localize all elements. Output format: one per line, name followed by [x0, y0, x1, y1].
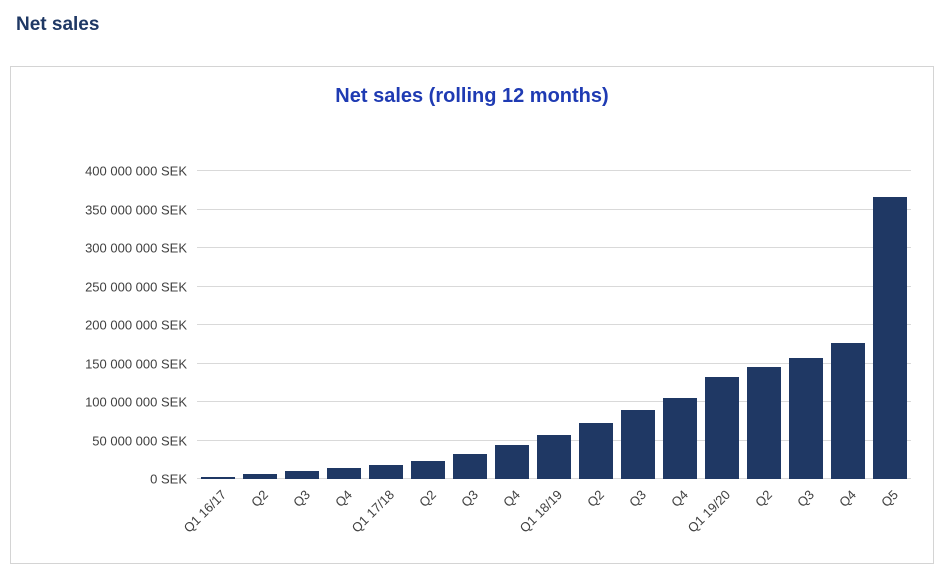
- gridline: [197, 247, 911, 248]
- plot-area: 400 000 000 SEK 350 000 000 SEK 300 000 00…: [85, 164, 911, 535]
- gridline: [197, 170, 911, 171]
- bar-q1-16-17[interactable]: [200, 476, 236, 479]
- y-axis-tick-label: 300 000 000 SEK: [85, 240, 187, 256]
- bar-slot: Q4: [659, 171, 701, 510]
- bar-q3[interactable]: [284, 471, 320, 479]
- bar-slot: Q3: [785, 171, 827, 510]
- bar-q5[interactable]: [872, 197, 908, 479]
- x-axis-tick-label: Q3: [793, 487, 817, 510]
- bar-series: Q1 16/17 Q2 Q3 Q4 Q1 17/18 Q2 Q3 Q4 Q1 18/19 Q2 Q3…: [180, 171, 911, 535]
- bar-slot: Q2: [575, 171, 617, 510]
- bar-q3[interactable]: [452, 454, 488, 479]
- bar-q1-17-18[interactable]: [368, 465, 404, 479]
- bar-q3[interactable]: [620, 409, 656, 479]
- bar-slot: Q2: [407, 171, 449, 510]
- y-axis-tick-label: 400 000 000 SEK: [85, 163, 187, 179]
- bar-slot: Q1 16/17: [180, 171, 239, 535]
- bar-slot: Q1 19/20: [684, 171, 743, 535]
- x-axis-tick-label: Q3: [289, 487, 313, 510]
- y-axis-tick-label: 50 000 000 SEK: [92, 433, 187, 448]
- y-axis-tick-label: 100 000 000 SEK: [85, 394, 187, 410]
- bar-q3[interactable]: [788, 358, 824, 479]
- bar-q2[interactable]: [578, 422, 614, 479]
- bar-slot: Q2: [239, 171, 281, 510]
- gridline: [197, 362, 911, 364]
- gridline: [197, 208, 911, 210]
- bar-q2[interactable]: [410, 461, 446, 479]
- bar-slot: Q5: [869, 171, 911, 510]
- gridline: [197, 285, 911, 287]
- bar-q2[interactable]: [746, 367, 782, 479]
- x-axis-tick-label: Q4: [667, 487, 691, 510]
- x-axis-tick-label: Q4: [331, 487, 355, 510]
- bar-slot: Q1 18/19: [516, 171, 575, 535]
- bar-q4[interactable]: [494, 445, 530, 479]
- y-axis-tick-label: 350 000 000 SEK: [85, 202, 187, 217]
- bar-slot: Q1 17/18: [348, 171, 407, 535]
- gridline: [197, 401, 911, 402]
- bar-slot: Q3: [617, 171, 659, 510]
- bar-q4[interactable]: [662, 398, 698, 479]
- bar-q4[interactable]: [830, 342, 866, 479]
- bar-q2[interactable]: [242, 474, 278, 479]
- x-axis-tick-label: Q2: [583, 487, 607, 510]
- y-axis-tick-label: 150 000 000 SEK: [85, 356, 187, 371]
- x-axis-tick-label: Q2: [247, 487, 271, 510]
- y-axis-tick-label: 200 000 000 SEK: [85, 317, 187, 333]
- y-axis-tick-label: 250 000 000 SEK: [85, 279, 187, 294]
- bar-q1-19-20[interactable]: [704, 377, 740, 479]
- y-axis: 400 000 000 SEK 350 000 000 SEK 300 000 00…: [85, 164, 911, 487]
- bar-slot: Q2: [743, 171, 785, 510]
- bar-slot: Q3: [449, 171, 491, 510]
- x-axis-tick-label: Q2: [415, 487, 439, 510]
- x-axis-tick-label: Q5: [877, 487, 901, 510]
- gridline: [197, 324, 911, 325]
- chart-title: Net sales (rolling 12 months): [335, 85, 609, 107]
- x-axis-tick-label: Q4: [499, 487, 523, 510]
- bar-slot: Q4: [491, 171, 533, 510]
- bar-q1-18-19[interactable]: [536, 435, 572, 479]
- bar-q4[interactable]: [326, 468, 362, 479]
- x-axis-tick-label: Q1 16/17: [180, 487, 229, 536]
- x-axis-tick-label: Q1 17/18: [348, 487, 397, 536]
- chart-card: Net sales (rolling 12 months) 400 000 00…: [10, 66, 934, 564]
- x-axis-tick-label: Q1 18/19: [516, 487, 565, 536]
- bar-slot: Q3: [281, 171, 323, 510]
- x-axis-tick-label: Q3: [625, 487, 649, 510]
- y-axis-tick-label: 0 SEK: [150, 471, 187, 487]
- x-axis-tick-label: Q2: [751, 487, 775, 510]
- x-axis-tick-label: Q1 19/20: [684, 487, 733, 536]
- bar-slot: Q4: [827, 171, 869, 510]
- x-axis-tick-label: Q4: [835, 487, 859, 510]
- x-axis-tick-label: Q3: [457, 487, 481, 510]
- bar-slot: Q4: [323, 171, 365, 510]
- page-title: Net sales: [16, 14, 100, 35]
